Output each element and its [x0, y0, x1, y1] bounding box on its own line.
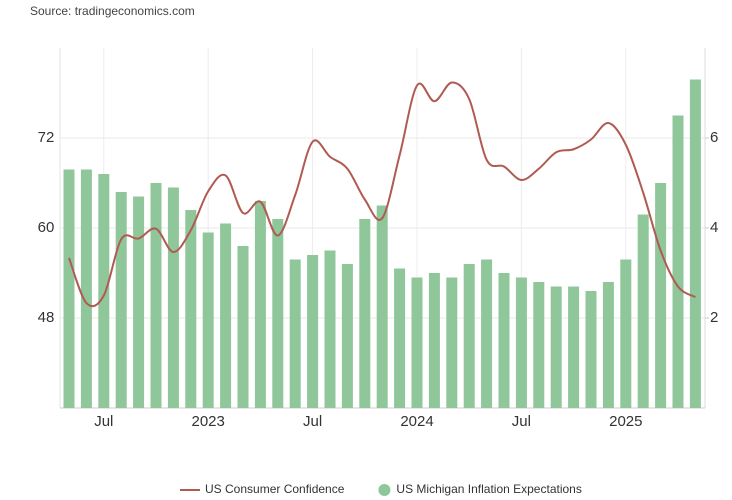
bar	[463, 264, 475, 408]
bar	[254, 201, 266, 408]
y-tick-label: 60	[38, 219, 55, 236]
bar	[428, 273, 440, 408]
bar	[185, 210, 197, 408]
bar	[359, 219, 371, 408]
bar	[307, 255, 319, 408]
x-tick-label: 2024	[400, 413, 433, 430]
legend-swatch	[378, 484, 391, 496]
x-tick-label: 2023	[192, 413, 225, 430]
x-tick-label: 2025	[609, 413, 642, 430]
y2-tick-label: 2	[710, 309, 718, 326]
bar	[655, 183, 667, 408]
legend-label: US Michigan Inflation Expectations	[396, 482, 581, 496]
bar	[568, 286, 580, 408]
bar	[63, 169, 75, 408]
bar	[481, 259, 493, 408]
bar	[202, 232, 214, 408]
bar	[515, 277, 527, 408]
y2-tick-label: 4	[710, 219, 718, 236]
bar	[620, 259, 632, 408]
bar	[80, 169, 92, 408]
source: Source: tradingeconomics.com	[30, 4, 195, 18]
bar	[115, 192, 127, 408]
bar	[167, 187, 179, 408]
x-tick-label: Jul	[303, 413, 322, 430]
bar	[272, 219, 284, 408]
x-tick-label: Jul	[94, 413, 113, 430]
bar	[341, 264, 353, 408]
bar	[289, 259, 301, 408]
bar	[220, 223, 232, 408]
y-tick-label: 72	[38, 129, 55, 146]
legend-label: US Consumer Confidence	[205, 482, 345, 496]
bar	[637, 214, 649, 408]
bar	[550, 286, 562, 408]
bar	[585, 291, 597, 408]
bar	[411, 277, 423, 408]
bar	[237, 246, 249, 408]
bar	[150, 183, 162, 408]
bar	[394, 268, 406, 408]
bar	[533, 282, 545, 408]
y2-tick-label: 6	[710, 129, 718, 146]
bar	[672, 115, 684, 408]
bar	[376, 205, 388, 408]
bar	[446, 277, 458, 408]
bar	[133, 196, 145, 408]
bar	[498, 273, 510, 408]
bar	[689, 79, 701, 408]
bar	[324, 250, 336, 408]
line	[68, 81, 696, 308]
bar	[602, 282, 614, 408]
y-tick-label: 48	[38, 309, 55, 326]
x-tick-label: Jul	[512, 413, 531, 430]
bar	[98, 174, 110, 408]
